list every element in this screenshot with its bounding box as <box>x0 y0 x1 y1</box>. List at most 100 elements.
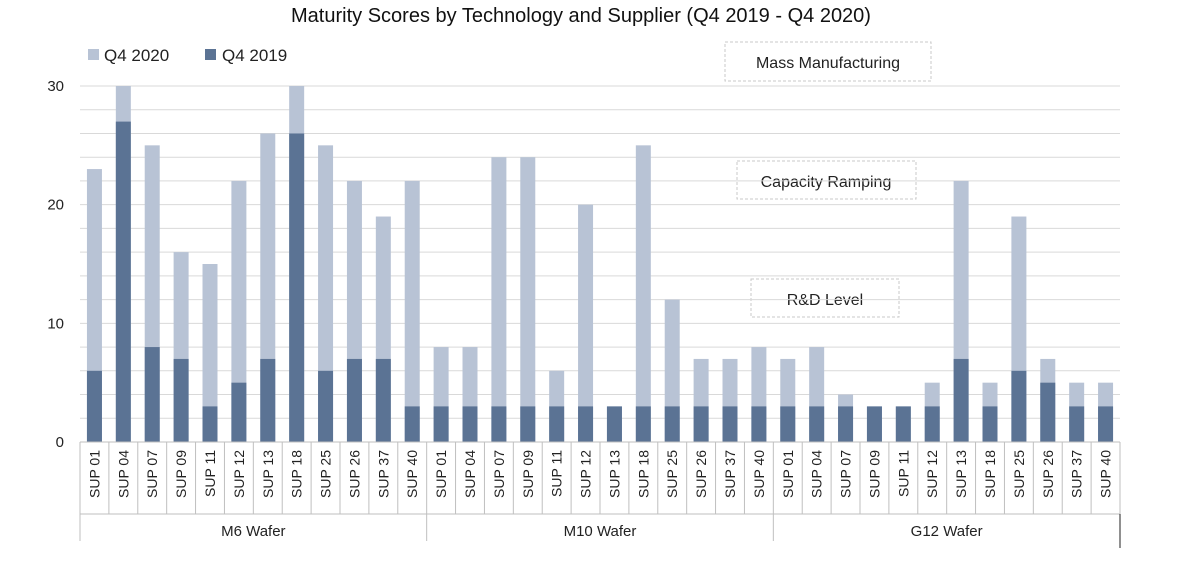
group-label-m10-wafer: M10 Wafer <box>564 523 637 540</box>
bar-q4-2019-g12-wafer-sup-37 <box>1069 406 1085 442</box>
bar-q4-2020-m6-wafer-sup-12 <box>231 180 247 442</box>
bar-q4-2019-m6-wafer-sup-09 <box>173 358 189 442</box>
bar-q4-2019-g12-wafer-sup-04 <box>809 406 825 442</box>
bar-q4-2019-m10-wafer-sup-07 <box>491 406 507 442</box>
bar-q4-2019-m10-wafer-sup-04 <box>462 406 478 442</box>
bar-q4-2019-m6-wafer-sup-18 <box>289 133 305 442</box>
x-tick-label: SUP 26 <box>693 450 709 498</box>
legend-label-q4-2020: Q4 2020 <box>104 46 169 65</box>
x-tick-label: SUP 25 <box>664 450 680 498</box>
bar-q4-2019-m6-wafer-sup-07 <box>144 347 160 442</box>
x-tick-label: SUP 25 <box>1011 450 1027 498</box>
bar-q4-2019-m10-wafer-sup-13 <box>606 406 622 442</box>
bar-q4-2019-m6-wafer-sup-12 <box>231 382 247 442</box>
x-tick-label: SUP 12 <box>578 450 594 498</box>
bar-q4-2019-g12-wafer-sup-18 <box>982 406 998 442</box>
x-tick-label: SUP 09 <box>866 450 882 498</box>
x-tick-label: SUP 04 <box>809 450 825 498</box>
annotation-rd-level: R&D Level <box>787 292 863 309</box>
bar-q4-2019-m6-wafer-sup-26 <box>346 358 362 442</box>
y-tick-label: 20 <box>47 197 64 214</box>
legend-swatch-q4-2019 <box>205 49 216 60</box>
bar-q4-2019-m6-wafer-sup-04 <box>115 121 131 442</box>
bar-q4-2019-m10-wafer-sup-18 <box>635 406 651 442</box>
legend: Q4 2020 Q4 2019 <box>88 46 287 65</box>
x-tick-label: SUP 09 <box>520 450 536 498</box>
bar-q4-2020-m10-wafer-sup-07 <box>491 157 507 442</box>
x-tick-label: SUP 37 <box>375 450 391 498</box>
x-tick-label: SUP 37 <box>722 450 738 498</box>
x-tick-label: SUP 07 <box>491 450 507 498</box>
x-tick-label: SUP 09 <box>173 450 189 498</box>
bar-q4-2019-g12-wafer-sup-40 <box>1098 406 1114 442</box>
bar-q4-2019-m10-wafer-sup-40 <box>751 406 767 442</box>
x-axis: SUP 01 SUP 04 SUP 07 SUP 09 SUP 11 SUP 12 SUP … <box>79 441 1121 548</box>
x-tick-label: SUP 25 <box>318 450 334 498</box>
bar-q4-2020-m6-wafer-sup-11 <box>202 264 218 442</box>
x-tick-label: SUP 12 <box>231 450 247 498</box>
bar-q4-2019-g12-wafer-sup-07 <box>838 406 854 442</box>
bar-q4-2019-g12-wafer-sup-12 <box>924 406 940 442</box>
annotation-mass-manufacturing: Mass Manufacturing <box>756 55 900 72</box>
x-tick-label: SUP 18 <box>982 450 998 498</box>
bar-q4-2020-m6-wafer-sup-25 <box>318 145 334 443</box>
bar-q4-2019-m10-wafer-sup-37 <box>722 406 738 442</box>
legend-label-q4-2019: Q4 2019 <box>222 46 287 65</box>
bar-q4-2019-g12-wafer-sup-26 <box>1040 382 1056 442</box>
bar-q4-2019-m10-wafer-sup-12 <box>578 406 594 442</box>
x-tick-label: SUP 11 <box>202 450 218 497</box>
annotation-box-mass-manufacturing <box>724 41 932 82</box>
x-tick-label: SUP 07 <box>144 450 160 498</box>
bar-q4-2020-m6-wafer-sup-40 <box>404 180 420 442</box>
x-tick-label: SUP 13 <box>260 450 276 498</box>
bar-q4-2020-m10-wafer-sup-18 <box>635 145 651 443</box>
y-axis: 0 10 20 30 <box>47 78 64 451</box>
bar-q4-2019-m6-wafer-sup-01 <box>86 370 102 442</box>
bar-q4-2019-g12-wafer-sup-25 <box>1011 370 1027 442</box>
x-tick-label: SUP 01 <box>433 450 449 498</box>
bar-q4-2019-m10-wafer-sup-11 <box>549 406 565 442</box>
x-tick-label: SUP 26 <box>346 450 362 498</box>
annotation-capacity-ramping: Capacity Ramping <box>761 174 892 191</box>
bar-q4-2019-m10-wafer-sup-25 <box>664 406 680 442</box>
x-tick-label: SUP 40 <box>1098 450 1114 498</box>
x-tick-label: SUP 12 <box>924 450 940 498</box>
annotation-box-rd-level <box>750 278 900 318</box>
x-tick-label: SUP 01 <box>86 450 102 498</box>
group-label-g12-wafer: G12 Wafer <box>911 523 983 540</box>
bar-q4-2020-m10-wafer-sup-12 <box>578 204 594 442</box>
bars <box>86 86 1114 443</box>
chart-title: Maturity Scores by Technology and Suppli… <box>291 5 871 27</box>
bar-q4-2019-m6-wafer-sup-25 <box>318 370 334 442</box>
group-label-m6-wafer: M6 Wafer <box>221 523 285 540</box>
x-tick-label: SUP 13 <box>606 450 622 498</box>
y-tick-label: 0 <box>56 434 64 451</box>
x-tick-label: SUP 11 <box>895 450 911 497</box>
bar-q4-2019-g12-wafer-sup-11 <box>895 406 911 442</box>
x-tick-label: SUP 40 <box>404 450 420 498</box>
x-tick-label: SUP 04 <box>115 450 131 498</box>
x-tick-label: SUP 18 <box>289 450 305 498</box>
bar-q4-2019-m6-wafer-sup-37 <box>375 358 391 442</box>
annotation-box-capacity-ramping <box>736 160 917 200</box>
annotations: Mass Manufacturing Capacity Ramping R&D … <box>724 41 932 318</box>
bar-q4-2019-m10-wafer-sup-09 <box>520 406 536 442</box>
gridlines <box>80 85 1120 419</box>
x-tick-label: SUP 04 <box>462 450 478 498</box>
bar-q4-2020-m10-wafer-sup-09 <box>520 157 536 442</box>
bar-q4-2019-g12-wafer-sup-09 <box>866 406 882 442</box>
x-tick-label: SUP 11 <box>549 450 565 497</box>
x-tick-label: SUP 40 <box>751 450 767 498</box>
bar-q4-2019-m10-wafer-sup-26 <box>693 406 709 442</box>
x-tick-label: SUP 01 <box>780 450 796 498</box>
x-tick-label: SUP 07 <box>838 450 854 498</box>
x-tick-label: SUP 26 <box>1040 450 1056 498</box>
bar-q4-2019-m6-wafer-sup-11 <box>202 406 218 442</box>
bar-q4-2019-g12-wafer-sup-13 <box>953 358 969 442</box>
bar-q4-2019-m6-wafer-sup-13 <box>260 358 276 442</box>
legend-swatch-q4-2020 <box>88 49 99 60</box>
y-tick-label: 30 <box>47 78 64 95</box>
x-tick-label: SUP 37 <box>1069 450 1085 498</box>
x-tick-label: SUP 13 <box>953 450 969 498</box>
